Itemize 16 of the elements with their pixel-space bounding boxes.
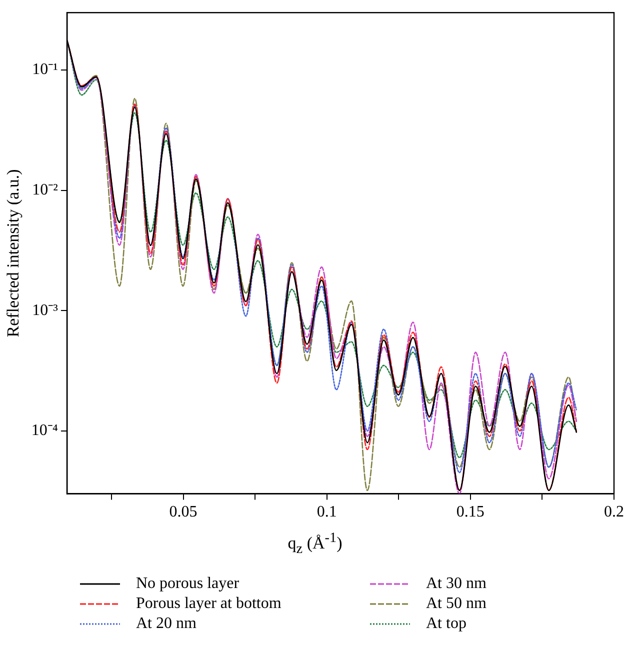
x-tick-label: 0.15 [456, 504, 484, 521]
x-tick-label: 0.1 [316, 504, 337, 521]
y-tick-label: 10⁻² [32, 182, 58, 198]
legend-label: At top [426, 615, 466, 633]
y-tick-label: 10⁻¹ [32, 61, 58, 78]
legend-label: No porous layer [136, 575, 240, 593]
x-tick-label: 0.05 [169, 504, 198, 521]
x-axis-title: q$_{z}$ (Å$^{-1}$) [286, 530, 344, 558]
legend-label: At 20 nm [136, 615, 196, 633]
y-axis-title: Reflected intensity (a.u.) [4, 169, 23, 338]
legend-label: At 30 nm [426, 575, 486, 593]
x-tick-label: 0.2 [604, 504, 624, 521]
legend-label: At 50 nm [426, 595, 486, 613]
legend-label: Porous layer at bottom [136, 595, 282, 613]
y-tick-label: 10⁻⁴ [31, 422, 58, 440]
y-tick-label: 10⁻³ [32, 302, 58, 319]
